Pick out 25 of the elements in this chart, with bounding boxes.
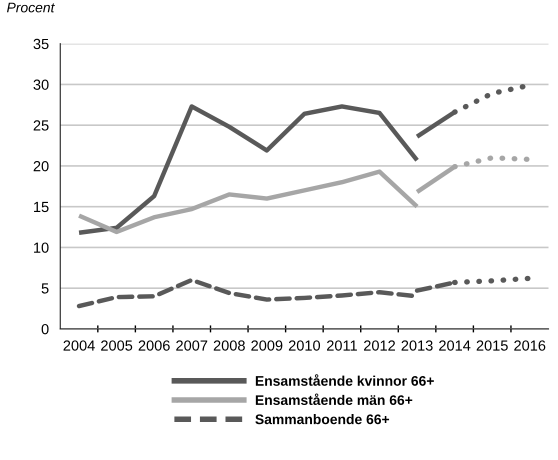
x-tick-label: 2013 [402,340,433,351]
x-tick-label: 2007 [176,340,208,351]
x-tick-label: 2006 [138,340,170,351]
y-tick-label: 20 [34,161,49,172]
x-tick-label: 2008 [214,340,245,351]
legend-label: Sammanboende 66+ [255,414,390,424]
x-tick-label: 2010 [288,340,320,351]
x-tick-label: 2009 [251,340,282,351]
y-tick-label: 25 [34,120,49,131]
y-tick-label: 10 [34,242,49,253]
x-tick-label: 2012 [364,340,395,351]
y-tick-label: 5 [42,283,49,294]
x-tick-label: 2011 [327,340,357,351]
x-tick-label: 2016 [514,340,546,351]
legend-label: Ensamstående män 66+ [256,393,412,406]
x-tick-label: 2004 [64,340,95,351]
x-tick-label: 2014 [439,340,470,351]
y-tick-label: 15 [34,202,49,212]
x-tick-label: 2005 [101,340,132,351]
x-tick-label: 2015 [476,340,508,351]
y-axis-title: Procent [6,2,55,12]
legend-label: Ensamstående kvinnor 66+ [256,374,434,386]
y-tick-label: 30 [33,80,49,90]
y-tick-label: 35 [33,38,49,50]
y-tick-label: 0 [42,324,49,334]
